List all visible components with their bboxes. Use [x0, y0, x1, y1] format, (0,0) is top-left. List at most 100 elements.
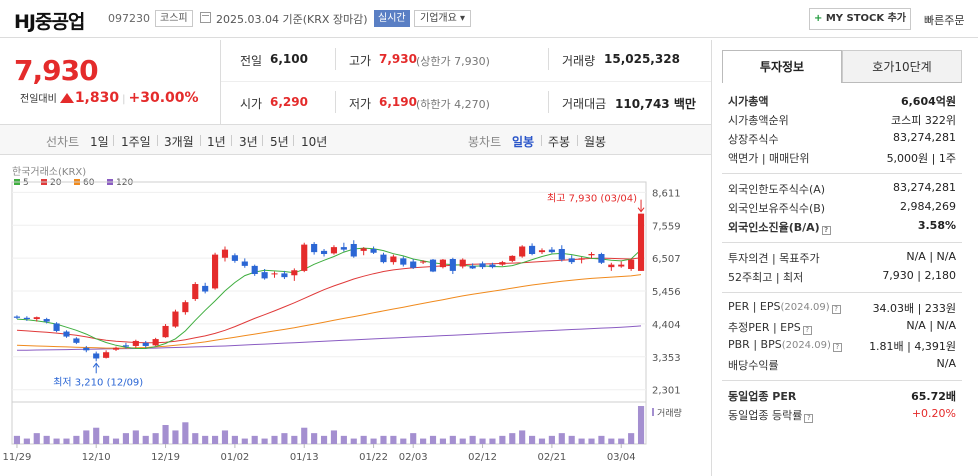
candle-body — [390, 256, 397, 263]
y-tick-label: 5,456 — [652, 287, 681, 298]
period-3m[interactable]: 3개월 — [164, 135, 194, 149]
help-icon[interactable]: ? — [821, 226, 831, 235]
volume-bar — [142, 435, 149, 444]
volume-bar — [538, 438, 546, 444]
candle-body — [271, 273, 278, 275]
candle-body — [637, 213, 645, 271]
volume-bar — [320, 435, 328, 444]
volume-bar — [469, 435, 476, 444]
candle-body — [251, 265, 258, 275]
volume-bar — [202, 435, 209, 444]
daily-candle-tab[interactable]: 일봉 — [512, 135, 535, 149]
candle-body — [558, 248, 565, 260]
candle-body — [608, 264, 615, 268]
weekly-candle-tab[interactable]: 주봉 — [548, 135, 571, 149]
volume-bar — [519, 430, 526, 444]
divider — [335, 91, 336, 113]
candle-body — [93, 353, 100, 359]
mystock-add-button[interactable]: + MY STOCK 추가 — [809, 8, 911, 30]
stock-name: HJ중공업 — [14, 11, 85, 33]
candle-chart-tab[interactable]: 봉차트 — [468, 135, 502, 149]
help-icon[interactable]: ? — [831, 305, 841, 314]
tab-orderbook[interactable]: 호가10단계 — [842, 50, 962, 83]
ma60-line — [16, 274, 642, 349]
volume-bar — [301, 427, 308, 444]
company-info-dropdown[interactable]: 기업개요 ▾ — [414, 10, 472, 27]
y-tick-label: 4,404 — [652, 320, 681, 331]
amount-label: 거래대금 — [562, 97, 607, 111]
candle-body — [192, 284, 199, 300]
volume-bar — [568, 435, 575, 444]
high-price-label: 최고 7,930 (03/04) — [547, 193, 637, 205]
info-row-value: 83,274,281 — [893, 131, 956, 144]
change-label: 전일대비 — [20, 94, 57, 105]
realtime-button[interactable]: 실시간 — [374, 10, 410, 27]
volume-bar — [479, 438, 486, 444]
period-10y[interactable]: 10년 — [301, 135, 328, 149]
change-value: 1,830 — [74, 90, 120, 106]
period-1d[interactable]: 1일 — [90, 135, 109, 149]
info-row-label: PER | EPS(2024.09)? — [728, 300, 841, 314]
low-price-label: 최저 3,210 (12/09) — [53, 376, 143, 388]
open-label: 시가 — [240, 97, 263, 111]
candle-body — [320, 250, 328, 254]
volume-frame — [11, 401, 647, 445]
tab-invest-info[interactable]: 투자정보 — [722, 50, 842, 83]
x-tick-label: 01/02 — [220, 452, 249, 463]
ma-legend-label: 120 — [116, 178, 133, 188]
volume-bar — [43, 435, 50, 444]
info-row-label: 동일업종 PER — [728, 390, 797, 403]
divider — [548, 91, 549, 113]
volume-bar — [281, 433, 288, 444]
info-row-label: 배당수익률 — [728, 359, 779, 372]
volume-bar — [509, 433, 516, 444]
x-tick-label: 02/03 — [399, 452, 428, 463]
line-chart-tab[interactable]: 선차트 — [46, 135, 80, 149]
candle-body — [618, 264, 625, 267]
info-row-label: 외국인보유주식수(B) — [728, 202, 826, 215]
candle-body — [162, 325, 169, 338]
volume-bar — [420, 438, 427, 444]
y-tick-label: 7,559 — [652, 221, 681, 232]
volume-bar — [360, 435, 367, 444]
volume-bar — [410, 433, 417, 444]
help-icon[interactable]: ? — [802, 326, 812, 335]
quick-order-link[interactable]: 빠른주문 — [924, 14, 965, 27]
stock-chart[interactable]: 한국거래소(KRX) 5 20 60 120 8,611 7,559 6,507 5,456… — [0, 160, 711, 476]
y-tick-label: 2,301 — [652, 386, 681, 397]
period-5y[interactable]: 5년 — [270, 135, 289, 149]
candle-body — [53, 323, 60, 331]
info-row-label: PBR | BPS(2024.09)? — [728, 338, 842, 352]
candle-body — [13, 316, 21, 318]
candle-body — [469, 265, 476, 269]
help-icon[interactable]: ? — [804, 414, 814, 423]
volume-bar — [13, 435, 21, 444]
info-row-value: 1.81배 | 4,391원 — [869, 340, 956, 353]
info-row-value: 7,930 | 2,180 — [882, 269, 956, 282]
x-tick-label: 02/12 — [468, 452, 497, 463]
volume-bar — [103, 435, 110, 444]
up-arrow-icon — [59, 93, 74, 103]
x-tick-label: 12/10 — [82, 452, 111, 463]
candle-body — [509, 255, 516, 261]
volume-bar — [172, 430, 179, 444]
period-1y[interactable]: 1년 — [207, 135, 226, 149]
stock-code: 097230 — [108, 12, 150, 25]
help-icon[interactable]: ? — [832, 343, 842, 352]
info-row-label: 추정PER | EPS? — [728, 319, 812, 335]
period-3y[interactable]: 3년 — [239, 135, 258, 149]
monthly-candle-tab[interactable]: 월봉 — [584, 135, 607, 149]
chart-frame — [11, 181, 647, 403]
high-arrow-head — [637, 207, 645, 213]
volume-bar — [548, 435, 555, 444]
candle-body — [479, 263, 486, 268]
volume-bar — [93, 427, 100, 444]
info-row: 시가총액순위 코스피 322위 — [728, 112, 956, 132]
candle-body — [231, 255, 238, 261]
market-badge: 코스피 — [155, 10, 193, 27]
period-1w[interactable]: 1주일 — [121, 135, 151, 149]
volume-bar — [182, 422, 189, 444]
info-row-value: 2,984,269 — [900, 200, 956, 213]
volume-bar — [459, 438, 466, 444]
ma20-line — [16, 257, 642, 344]
